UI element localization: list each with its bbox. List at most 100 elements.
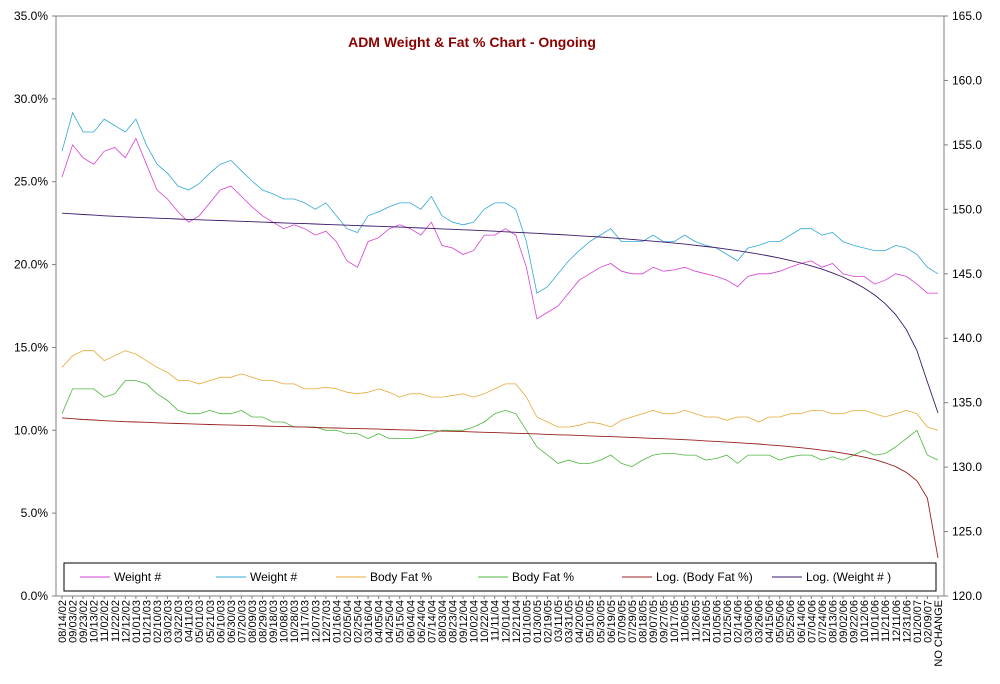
x-tick-label: 08/09/03 bbox=[247, 600, 259, 643]
x-tick-label: 11/21/06 bbox=[880, 600, 892, 642]
x-tick-label: 10/02/04 bbox=[469, 600, 481, 643]
legend-label: Log. (Weight # ) bbox=[806, 570, 891, 584]
series-layer bbox=[61, 111, 939, 558]
x-tick-label: 01/01/03 bbox=[131, 600, 143, 643]
left-tick-label: 35.0% bbox=[14, 9, 48, 23]
left-tick-label: 25.0% bbox=[14, 175, 48, 189]
right-tick-label: 120.0 bbox=[952, 589, 982, 603]
left-tick-label: 10.0% bbox=[14, 423, 48, 437]
x-tick-label: 05/05/06 bbox=[775, 600, 787, 643]
x-tick-label: 08/18/05 bbox=[637, 600, 649, 643]
x-tick-label: 08/14/02 bbox=[57, 600, 69, 643]
x-tick-label: 05/10/05 bbox=[585, 600, 597, 643]
x-tick-label: 04/20/05 bbox=[574, 600, 586, 643]
right-tick-label: 165.0 bbox=[952, 9, 982, 23]
legend-label: Body Fat % bbox=[512, 570, 574, 584]
x-tick-label: 11/02/02 bbox=[99, 600, 111, 642]
legend-label: Weight # bbox=[114, 570, 161, 584]
x-tick-label: 02/10/03 bbox=[152, 600, 164, 643]
legend: Weight # Weight # Body Fat % Body Fat % Log.… bbox=[63, 562, 937, 592]
x-tick-label: 01/30/05 bbox=[532, 600, 544, 643]
x-tick-label: 09/07/05 bbox=[648, 600, 660, 643]
x-tick-label: 12/01/04 bbox=[500, 600, 512, 643]
legend-label: Body Fat % bbox=[370, 570, 432, 584]
x-tick-label: 03/22/03 bbox=[173, 600, 185, 643]
x-tick-label: 11/17/03 bbox=[300, 600, 312, 642]
right-tick-label: 125.0 bbox=[952, 525, 982, 539]
left-tick-label: 15.0% bbox=[14, 340, 48, 354]
x-tick-label: 09/18/03 bbox=[268, 600, 280, 643]
x-tick-label: 09/22/06 bbox=[849, 600, 861, 643]
x-tick-label: 12/27/03 bbox=[321, 600, 333, 643]
x-tick-label: 03/11/05 bbox=[553, 600, 565, 642]
x-tick-label: 06/24/04 bbox=[416, 600, 428, 643]
x-tick-label: 06/10/03 bbox=[215, 600, 227, 643]
right-tick-label: 145.0 bbox=[952, 267, 982, 281]
left-tick-label: 30.0% bbox=[14, 92, 48, 106]
x-tick-label: 08/23/04 bbox=[448, 600, 460, 643]
x-tick-label: 07/24/06 bbox=[817, 600, 829, 643]
x-tick-label: 09/03/02 bbox=[68, 600, 80, 643]
x-tick-label: 10/28/03 bbox=[289, 600, 301, 643]
legend-label: Weight # bbox=[250, 570, 297, 584]
left-tick-label: 20.0% bbox=[14, 258, 48, 272]
x-tick-label: 11/26/05 bbox=[690, 600, 702, 642]
x-tick-label: 05/30/05 bbox=[595, 600, 607, 643]
x-tick-label: 11/22/02 bbox=[110, 600, 122, 642]
x-tick-label: 07/14/04 bbox=[426, 600, 438, 643]
x-tick-label: 06/14/06 bbox=[796, 600, 808, 643]
x-tick-label: 02/19/05 bbox=[542, 600, 554, 643]
x-tick-label: 06/19/05 bbox=[606, 600, 618, 643]
x-tick-label: 09/12/04 bbox=[458, 600, 470, 643]
x-tick-label: 01/20/07 bbox=[912, 600, 924, 643]
x-tick-label: 02/05/04 bbox=[342, 600, 354, 643]
x-tick-label: 12/16/05 bbox=[701, 600, 713, 643]
x-tick-label: 11/11/04 bbox=[490, 600, 502, 641]
x-tick-label: 09/02/06 bbox=[838, 600, 850, 643]
right-tick-label: 150.0 bbox=[952, 202, 982, 216]
x-tick-label: 03/16/04 bbox=[363, 600, 375, 643]
x-tick-label: 09/27/05 bbox=[659, 600, 671, 643]
x-tick-label: 11/06/05 bbox=[680, 600, 692, 642]
x-tick-label: 12/12/02 bbox=[120, 600, 132, 643]
x-tick-label: 08/29/03 bbox=[258, 600, 270, 643]
plot-area bbox=[55, 15, 945, 597]
series-line bbox=[61, 350, 939, 431]
series-line bbox=[61, 111, 939, 294]
x-tick-label: 10/17/05 bbox=[669, 600, 681, 643]
x-tick-label: 03/26/06 bbox=[754, 600, 766, 643]
x-tick-label: 03/02/03 bbox=[163, 600, 175, 643]
x-tick-label: 04/25/04 bbox=[384, 600, 396, 643]
left-tick-label: 0.0% bbox=[21, 589, 49, 603]
x-tick-label: 12/07/03 bbox=[310, 600, 322, 643]
x-tick-label: 05/21/03 bbox=[205, 600, 217, 643]
x-tick-label: 10/22/04 bbox=[479, 600, 491, 643]
x-axis: 08/14/0209/03/0209/23/0210/13/0211/02/02… bbox=[57, 596, 945, 667]
x-tick-label: 12/11/06 bbox=[891, 600, 903, 642]
x-tick-label: 08/13/06 bbox=[827, 600, 839, 643]
x-tick-label: 10/12/06 bbox=[859, 600, 871, 643]
x-tick-label: 07/04/06 bbox=[806, 600, 818, 643]
x-tick-label: 04/05/04 bbox=[374, 600, 386, 643]
x-tick-label: NO CHANGE bbox=[933, 600, 945, 667]
x-tick-label: 01/05/06 bbox=[711, 600, 723, 643]
x-tick-label: 09/23/02 bbox=[78, 600, 90, 643]
x-tick-label: 11/01/06 bbox=[870, 600, 882, 642]
legend-label: Log. (Body Fat %) bbox=[656, 570, 753, 584]
x-tick-label: 01/10/05 bbox=[521, 600, 533, 643]
x-tick-label: 03/06/06 bbox=[743, 600, 755, 643]
right-tick-label: 130.0 bbox=[952, 460, 982, 474]
series-line bbox=[61, 212, 939, 414]
right-axis: 120.0 125.0 130.0 135.0 140.0 145.0 150.0 155.0… bbox=[944, 9, 982, 603]
x-tick-label: 07/09/05 bbox=[616, 600, 628, 643]
right-tick-label: 140.0 bbox=[952, 331, 982, 345]
x-tick-label: 06/30/03 bbox=[226, 600, 238, 643]
x-tick-label: 04/11/03 bbox=[184, 600, 196, 642]
x-tick-label: 05/15/04 bbox=[395, 600, 407, 643]
x-tick-label: 10/13/02 bbox=[89, 600, 101, 643]
x-tick-label: 05/25/06 bbox=[785, 600, 797, 643]
x-tick-label: 02/25/04 bbox=[353, 600, 365, 643]
x-tick-label: 12/31/06 bbox=[901, 600, 913, 643]
chart-title: ADM Weight & Fat % Chart - Ongoing bbox=[348, 34, 596, 50]
x-tick-label: 01/25/06 bbox=[722, 600, 734, 643]
